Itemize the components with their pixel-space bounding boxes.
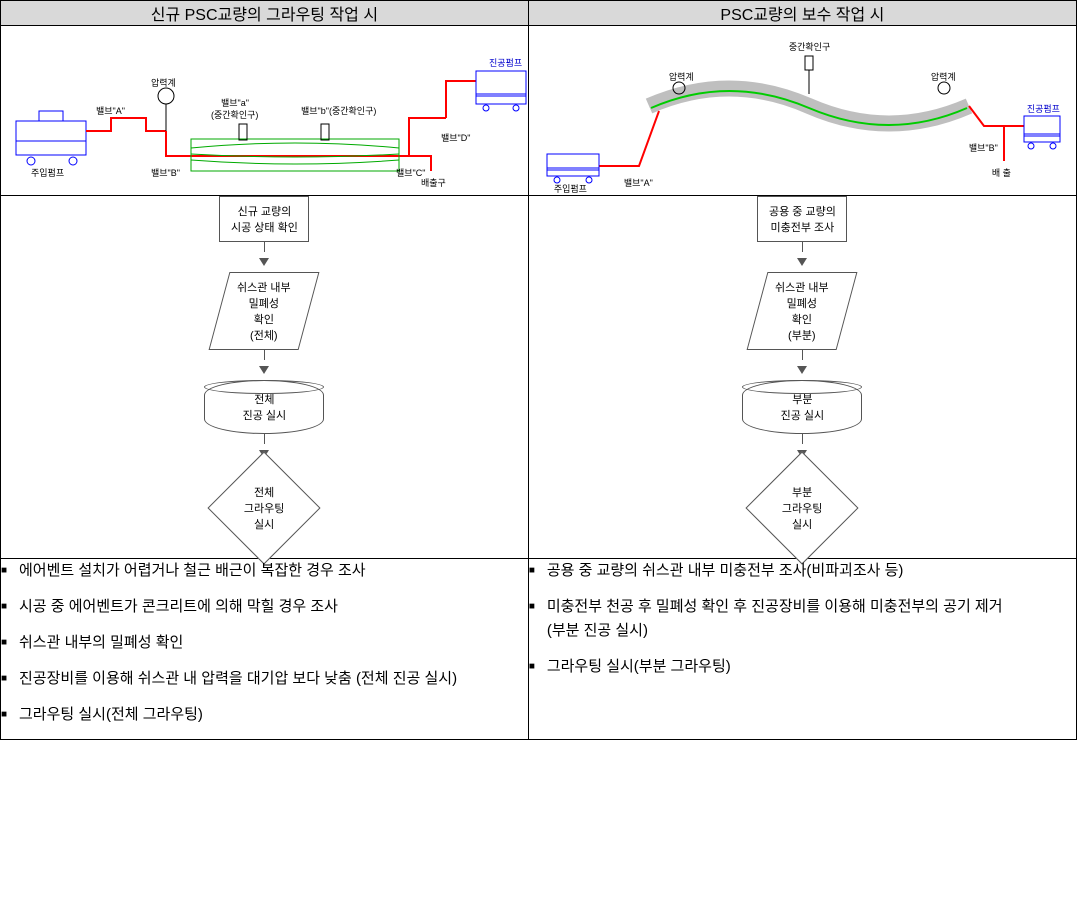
label-midcheck: 중간확인구 [789,40,830,53]
label-valve-a2-sub: (중간확인구) [211,108,258,121]
label-vacpump: 진공펌프 [489,56,522,69]
label-outlet: 배출구 [421,176,446,189]
bullet-item: 쉬스관 내부의 밀폐성 확인 [1,631,528,655]
diagram-right: 주입펌프 밸브"A" 압력계 중간확인구 압력계 밸브"B" 배 출 진공펌프 [528,26,1076,196]
flow-step4-r: 부분 그라우팅 실시 [746,451,859,564]
flow-step4-l: 전체 그라우팅 실시 [208,451,321,564]
comparison-table: 신규 PSC교량의 그라우팅 작업 시 PSC교량의 보수 작업 시 [0,0,1077,740]
flow-step2-r: 쉬스관 내부 밀폐성 확인 (부분) [747,272,858,350]
bullets-right: 공용 중 교량의 쉬스관 내부 미충전부 조사(비파괴조사 등) 미충전부 천공 … [528,559,1076,740]
label-valve-d: 밸브"D" [441,131,470,144]
label-pump-in: 주입펌프 [31,166,64,179]
bullets-left: 에어벤트 설치가 어렵거나 철근 배근이 복잡한 경우 조사시공 중 에어벤트가… [1,559,529,740]
label-valve-b: 밸브"B" [151,166,180,179]
flow-step3-r: 부분 진공 실시 [742,380,862,434]
label-pump-in-r: 주입펌프 [554,182,587,195]
bullet-item: 그라우팅 실시(부분 그라우팅) [529,655,1076,679]
flow-step2-l: 쉬스관 내부 밀폐성 확인 (전체) [209,272,320,350]
label-valve-a-r: 밸브"A" [624,176,653,189]
bullet-item: 공용 중 교량의 쉬스관 내부 미충전부 조사(비파괴조사 등) [529,559,1076,583]
flowchart-right: 공용 중 교량의 미충전부 조사 쉬스관 내부 밀폐성 확인 (부분) 부분 진… [528,196,1076,559]
label-valve-b2: 밸브"b"(중간확인구) [301,104,376,117]
bullet-item: 시공 중 에어벤트가 콘크리트에 의해 막힐 경우 조사 [1,595,528,619]
label-gauge: 압력계 [151,76,176,89]
flow-step1-l: 신규 교량의 시공 상태 확인 [219,196,309,242]
label-valve-b-r: 밸브"B" [969,141,998,154]
bullet-item: 그라우팅 실시(전체 그라우팅) [1,703,528,727]
header-left: 신규 PSC교량의 그라우팅 작업 시 [1,1,529,26]
bullet-item: 에어벤트 설치가 어렵거나 철근 배근이 복잡한 경우 조사 [1,559,528,583]
flow-step1-r: 공용 중 교량의 미충전부 조사 [757,196,847,242]
flowchart-left: 신규 교량의 시공 상태 확인 쉬스관 내부 밀폐성 확인 (전체) 전체 진공… [1,196,529,559]
header-right: PSC교량의 보수 작업 시 [528,1,1076,26]
label-valve-a: 밸브"A" [96,104,125,117]
flow-step3-l: 전체 진공 실시 [204,380,324,434]
label-gauge-r: 압력계 [669,70,694,83]
bullet-item: 미충전부 천공 후 밀폐성 확인 후 진공장비를 이용해 미충전부의 공기 제거… [529,595,1076,643]
label-outlet-r: 배 출 [992,166,1011,179]
label-gauge2-r: 압력계 [931,70,956,83]
diagram-left: 주입펌프 밸브"A" 압력계 밸브"B" 밸브"a" (중간확인구) 밸브"b"… [1,26,529,196]
label-vacpump-r: 진공펌프 [1027,102,1060,115]
bullet-item: 진공장비를 이용해 쉬스관 내 압력을 대기압 보다 낮춤 (전체 진공 실시) [1,667,528,691]
